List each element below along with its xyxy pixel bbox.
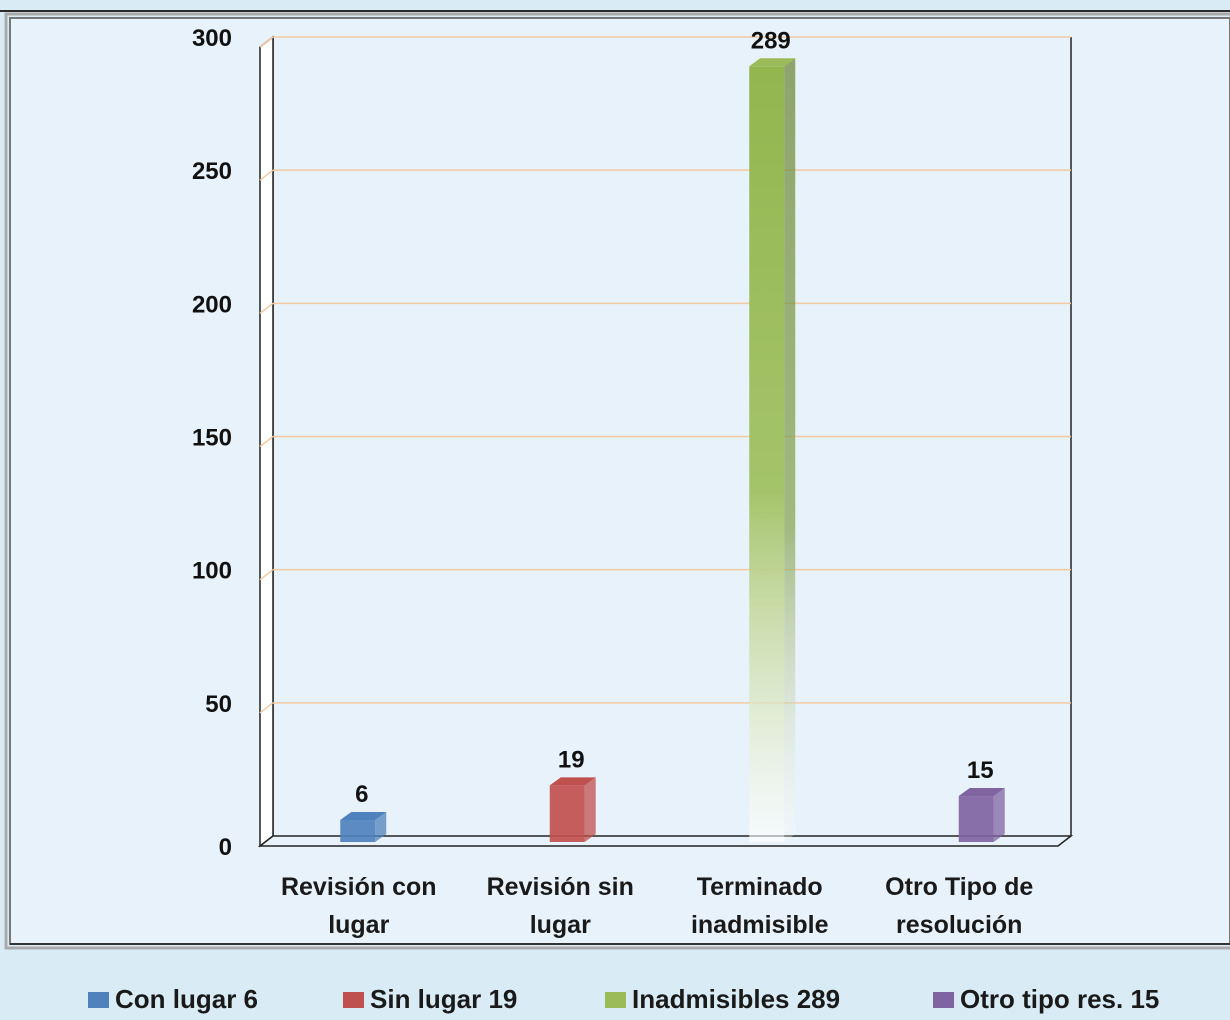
legend-swatch (933, 991, 954, 1008)
gridline-side (259, 36, 274, 48)
legend-label: Otro tipo res. 15 (960, 984, 1160, 1014)
y-tick-label: 100 (192, 558, 232, 585)
bar (958, 796, 994, 842)
bar-top (749, 58, 796, 67)
gridline-side (259, 169, 274, 181)
bar-side (993, 788, 1005, 842)
data-label: 289 (751, 27, 791, 54)
bar-side (584, 777, 596, 842)
legend-swatch (343, 991, 364, 1008)
gridline-side (259, 435, 274, 448)
legend-item: Sin lugar 19 (343, 984, 517, 1015)
x-tick-label: Terminado (697, 873, 823, 901)
gridline-side (259, 569, 274, 581)
y-tick-label: 200 (192, 291, 232, 318)
y-tick-label: 250 (192, 158, 232, 185)
legend-item: Con lugar 6 (88, 984, 258, 1015)
x-tick-label: lugar (328, 911, 389, 939)
legend-label: Sin lugar 19 (370, 984, 518, 1014)
legend-swatch (88, 991, 109, 1008)
plot-area (9, 17, 1230, 945)
legend-label: Con lugar 6 (115, 984, 259, 1014)
bar-top (549, 777, 596, 786)
legend-item: Otro tipo res. 15 (933, 984, 1159, 1015)
bar-side (784, 58, 796, 842)
x-tick-label: inadmisible (691, 911, 829, 939)
data-label: 15 (967, 757, 994, 784)
bar-side (375, 812, 387, 842)
data-label: 19 (558, 746, 585, 773)
bar-top (340, 812, 387, 821)
x-tick-label: lugar (530, 911, 591, 939)
legend-label: Inadmisibles 289 (632, 984, 841, 1014)
floor (257, 835, 1074, 847)
legend: Con lugar 6 Sin lugar 19 Inadmisibles 289 O… (0, 980, 1230, 1020)
y-tick-label: 300 (192, 25, 232, 52)
x-tick-label: resolución (896, 911, 1022, 939)
gridline-side (259, 702, 274, 714)
bar (749, 66, 785, 842)
x-tick-label: Otro Tipo de (885, 873, 1033, 901)
bar (340, 820, 376, 842)
legend-swatch (605, 991, 626, 1008)
data-label: 6 (355, 781, 368, 808)
gridline-side (259, 302, 274, 314)
x-tick-label: Revisión sin (487, 873, 634, 901)
y-tick-label: 150 (192, 425, 232, 452)
x-tick-label: Revisión con (281, 873, 437, 901)
y-tick-label: 50 (205, 691, 232, 718)
legend-item: Inadmisibles 289 (605, 984, 840, 1015)
bar (549, 785, 585, 842)
y-tick-label: 0 (219, 834, 232, 861)
bar-top (958, 788, 1005, 797)
